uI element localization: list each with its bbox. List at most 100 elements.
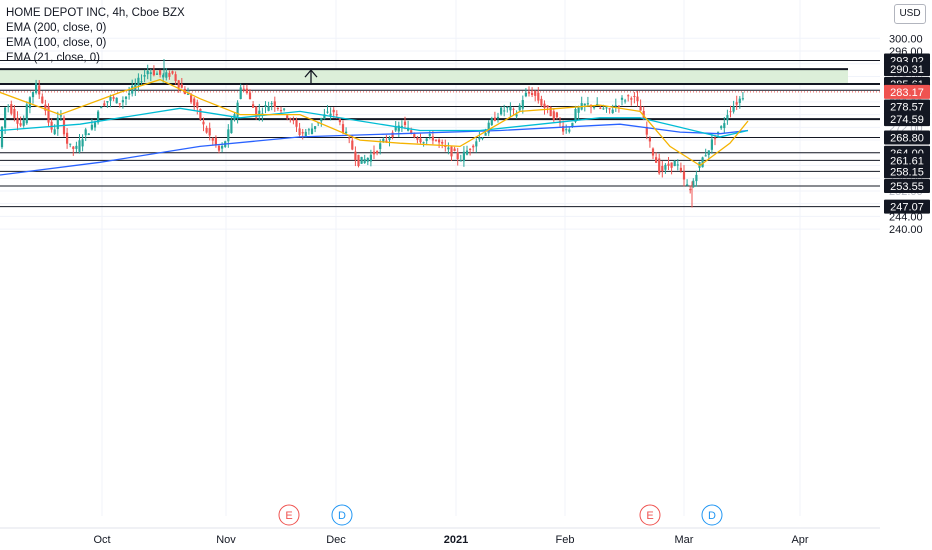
- candle-body: [416, 137, 419, 140]
- candle-body: [735, 102, 738, 105]
- candle-body: [695, 174, 698, 182]
- candle-body: [450, 146, 453, 157]
- current-price-label: 283.17: [890, 87, 924, 99]
- candle-body: [503, 110, 506, 112]
- candle-body: [593, 107, 596, 109]
- event-label: D: [708, 510, 716, 522]
- candles: [0, 58, 744, 208]
- currency-button[interactable]: USD: [894, 4, 926, 24]
- level-price-tag: [884, 199, 930, 214]
- candle-body: [131, 85, 134, 94]
- candle-body: [72, 146, 75, 149]
- candle-body: [366, 157, 369, 162]
- time-axis: Oct Nov Dec 2021 Feb Mar Apr: [0, 527, 880, 546]
- candle-body: [707, 150, 710, 155]
- candle-body: [624, 100, 627, 102]
- zone-rect: [0, 69, 848, 85]
- candle-body: [438, 139, 441, 143]
- level-price-tag: [884, 62, 930, 77]
- candle-body: [515, 114, 518, 117]
- candle-body: [345, 131, 348, 134]
- level-price-tag: [884, 153, 930, 168]
- candle-body: [38, 85, 41, 95]
- candle-body: [326, 111, 329, 113]
- candle-body: [286, 115, 289, 118]
- candle-body: [341, 124, 345, 133]
- candle-body: [140, 81, 143, 83]
- candle-body: [506, 107, 509, 109]
- candle-body: [115, 97, 118, 104]
- candle-body: [376, 151, 379, 153]
- candle-body: [168, 72, 171, 77]
- y-tick-label: 240.00: [889, 224, 923, 236]
- candle-body: [329, 113, 332, 116]
- candle-body: [630, 98, 633, 100]
- candle-body: [686, 184, 689, 186]
- candle-body: [676, 164, 679, 166]
- candle-body: [537, 92, 540, 101]
- candle-body: [397, 125, 400, 132]
- candle-body: [462, 151, 465, 162]
- candle-body: [208, 128, 211, 136]
- candle-body: [304, 131, 307, 136]
- candle-body: [611, 109, 614, 114]
- current-price-tag: [884, 84, 930, 99]
- candle-body: [571, 122, 574, 127]
- candle-body: [639, 106, 642, 111]
- candle-body: [314, 126, 317, 129]
- candle-body: [534, 90, 537, 96]
- candle-body: [4, 107, 7, 128]
- x-tick-label: 2021: [444, 534, 468, 546]
- candle-body: [93, 122, 97, 128]
- candle-body: [22, 120, 25, 126]
- x-tick-label: Oct: [93, 534, 110, 546]
- candle-body: [25, 104, 28, 124]
- event-label: E: [285, 510, 292, 522]
- candle-body: [720, 126, 723, 129]
- candle-body: [410, 130, 413, 134]
- ema200-line: [0, 123, 749, 176]
- candle-body: [428, 133, 431, 136]
- x-tick-label: Apr: [791, 534, 808, 546]
- candle-body: [155, 73, 159, 75]
- candle-body: [118, 103, 121, 105]
- candle-body: [490, 118, 493, 125]
- candle-body: [44, 104, 47, 111]
- candle-body: [363, 159, 366, 164]
- candle-body: [146, 70, 149, 75]
- level-price-label: 253.55: [890, 181, 924, 193]
- candle-body: [307, 129, 310, 131]
- candle-body: [701, 157, 704, 168]
- level-price-label: 290.31: [890, 64, 924, 76]
- ema21-line: [0, 78, 749, 167]
- candle-body: [540, 98, 543, 106]
- candle-body: [614, 105, 617, 107]
- candle-body: [97, 111, 100, 123]
- candle-body: [478, 137, 481, 140]
- candle-body: [248, 92, 252, 100]
- price-axis: 300.00296.00292.00288.00284.00280.00276.…: [882, 0, 932, 550]
- candle-body: [689, 189, 692, 191]
- candle-body: [469, 148, 472, 150]
- candle-body: [633, 95, 636, 97]
- candle-body: [180, 84, 183, 88]
- candle-body: [357, 154, 360, 167]
- level-price-tag: [884, 179, 930, 194]
- candle-body: [50, 121, 53, 130]
- y-tick-label: 244.00: [889, 211, 923, 223]
- candle-body: [134, 84, 137, 90]
- candle-body: [738, 98, 741, 103]
- candle-body: [338, 118, 341, 123]
- candle-body: [214, 137, 217, 146]
- legend-ema200: EMA (200, close, 0): [6, 22, 107, 34]
- chart-legend: HOME DEPOT INC, 4h, Cboe BZX EMA (200, c…: [6, 6, 185, 66]
- candle-body: [692, 180, 695, 188]
- legend-ema21: EMA (21, close, 0): [6, 52, 100, 64]
- candle-body: [289, 118, 292, 120]
- candle-body: [7, 106, 10, 108]
- candle-body: [521, 100, 524, 109]
- candle-body: [255, 106, 258, 118]
- candle-body: [475, 141, 478, 147]
